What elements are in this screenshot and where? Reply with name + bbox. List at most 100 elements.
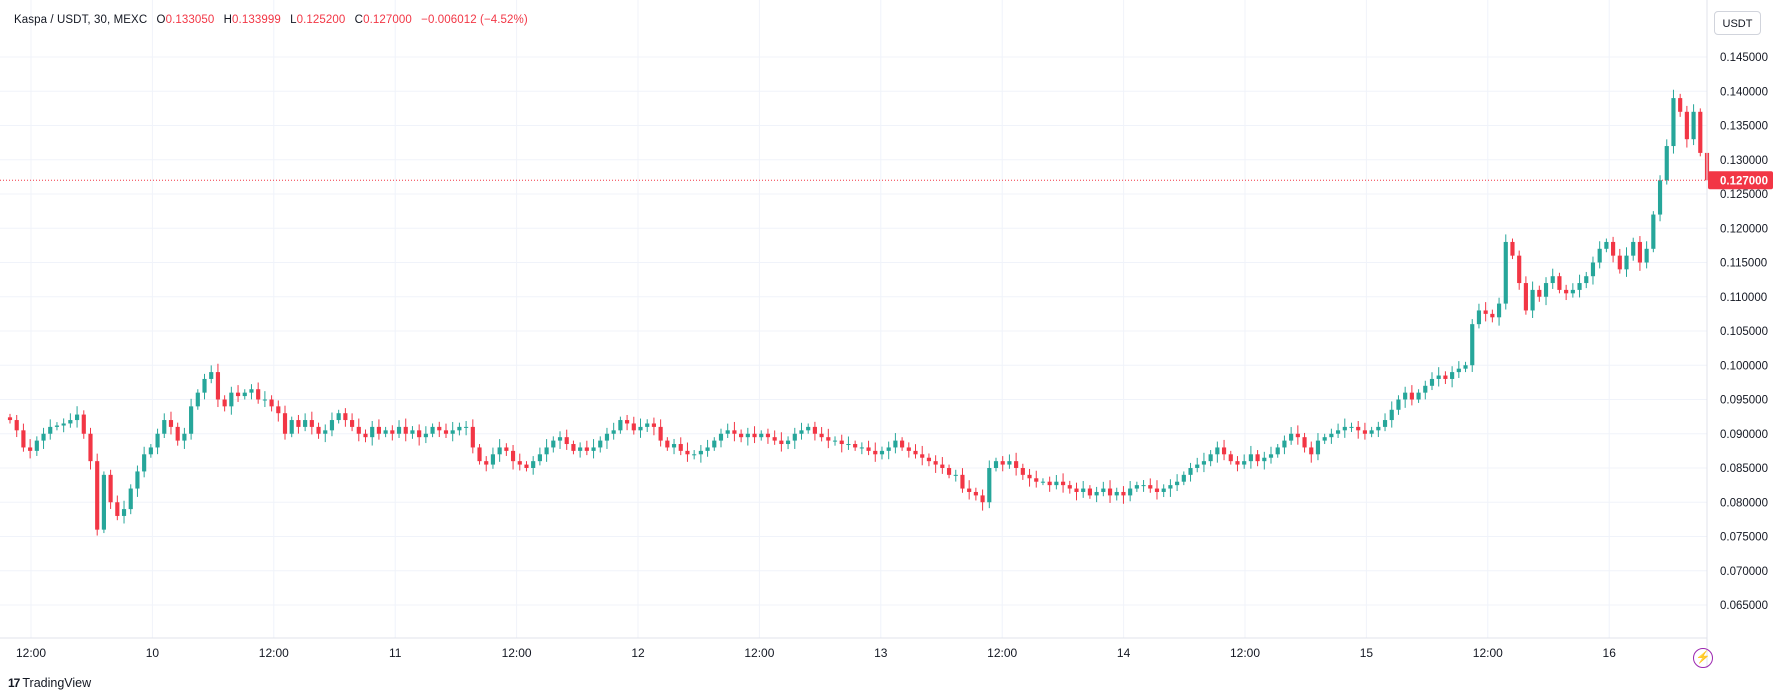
candle-body [329,420,335,431]
change-value: −0.006012 (−4.52%) [421,14,528,26]
candle-body [1409,392,1414,400]
candle-body [269,399,274,407]
candle-body [276,406,281,414]
low-value: 0.125200 [296,14,346,26]
candle-body [1369,430,1374,434]
candle-body [839,440,844,445]
tradingview-brand[interactable]: 17 TradingView [8,676,91,690]
candle-body [967,488,972,492]
price-tick-label: 0.145000 [1720,52,1768,64]
candle-body [1537,289,1542,297]
candle-body [1631,241,1636,256]
candle-body [1128,488,1133,496]
candle-body [1242,461,1247,465]
time-tick-label: 12:00 [1473,646,1503,660]
candle-body [1611,241,1616,256]
candle-body [584,447,589,451]
candle-body [671,444,677,448]
candle-body [893,440,898,448]
candle-body [464,426,469,428]
candle-body [1530,289,1535,311]
candle-body [343,413,348,421]
candle-body [1389,409,1394,421]
candle-body [1114,491,1119,496]
candle-body [504,447,509,451]
candle-body [557,437,563,441]
candle-body [1054,481,1059,486]
candle-body [1322,437,1327,441]
candle-body [611,430,616,434]
candle-body [1228,454,1233,462]
open-value: 0.133050 [165,14,215,26]
candle-body [1255,454,1260,462]
price-tick-label: 0.110000 [1720,292,1767,304]
candle-body [960,474,965,489]
candle-body [658,426,663,441]
brand-name: TradingView [22,676,92,690]
candle-body [262,399,267,401]
candle-body [68,420,73,424]
close-value: 0.127000 [363,14,412,26]
candle-body [423,433,428,438]
candle-body [242,392,247,397]
candle-body [1074,488,1079,492]
candle-body [1020,468,1025,475]
candle-body [1450,372,1455,379]
candle-body [1215,447,1220,455]
candle-body [1168,485,1173,489]
candle-body [1423,385,1428,393]
time-axis[interactable]: 12:00 10 12:00 11 12:00 12 12:00 13 12:00 14 12:00… [16,646,1616,660]
candle-body [987,468,992,503]
candle-body [135,471,140,489]
candle-body [1087,488,1092,496]
candle-body [913,450,918,455]
candle-body [993,461,999,468]
candle-body [1195,464,1200,468]
candle-body [1295,433,1300,438]
candle-body [1007,461,1012,465]
candle-body [792,433,797,441]
candle-body [128,488,133,510]
candle-body [1034,478,1039,482]
candle-body [336,413,341,421]
candle-body [531,461,536,468]
currency-button[interactable]: USDT [1714,11,1761,35]
candle-body [926,457,932,462]
candle-body [524,464,529,468]
candle-body [879,450,885,455]
symbol-title[interactable]: Kaspa / USDT, 30, MEXC [14,14,148,26]
candle-body [1208,454,1213,462]
candle-body [618,420,623,431]
last-price-label: 0.127000 [1708,171,1773,190]
candle-body [363,433,368,438]
candle-body [350,420,355,427]
candle-body [396,426,402,434]
candle-body [108,474,113,503]
candle-body [806,426,811,431]
lightning-icon[interactable]: ⚡ [1693,648,1713,668]
candle-body [202,378,207,393]
candle-body [544,447,549,455]
time-tick-label: 13 [874,646,888,660]
candle-body [74,414,80,421]
candle-body [933,461,938,465]
candle-body [1671,98,1676,147]
candle-body [1081,488,1086,492]
candle-body [168,420,174,427]
candle-body [1289,433,1294,441]
candle-body [1262,457,1267,462]
price-tick-label: 0.100000 [1720,360,1768,372]
candle-body [1651,214,1656,249]
candle-body [685,450,690,455]
candle-body [752,433,757,438]
candle-body [846,444,851,446]
candle-body [631,423,636,431]
candle-body [209,372,214,379]
candle-body [1564,289,1569,294]
candle-body [598,440,603,448]
candle-body [477,447,482,462]
price-tick-label: 0.140000 [1720,86,1768,98]
candle-body [61,423,66,426]
price-axis[interactable]: 0.145000 0.140000 0.135000 0.130000 0.125000… [1720,52,1768,612]
